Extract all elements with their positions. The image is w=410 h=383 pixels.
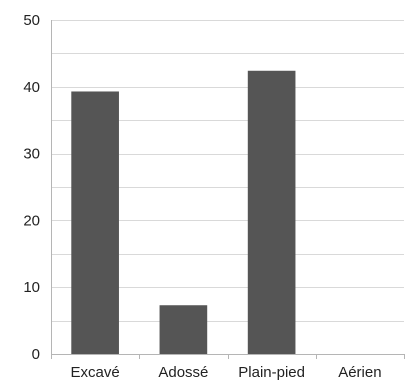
x-category-label: Adossé [158, 364, 208, 381]
y-tick-label: 50 [23, 12, 40, 29]
y-tick-label: 20 [23, 212, 40, 229]
bars [71, 70, 296, 354]
bar-1 [159, 305, 208, 354]
y-tick-label: 40 [23, 79, 40, 96]
bar-0 [71, 91, 119, 354]
bar-2 [247, 70, 296, 354]
y-tick-label: 10 [23, 279, 40, 296]
x-category-labels: Excavé Adossé Plain-pied Aérien [71, 364, 382, 381]
x-category-label: Aérien [338, 364, 381, 381]
y-tick-labels: 0 10 20 30 40 50 [23, 12, 40, 363]
x-category-label: Excavé [71, 364, 120, 381]
y-tick-label: 0 [32, 346, 40, 363]
axes [51, 20, 405, 359]
x-category-label: Plain-pied [238, 364, 305, 381]
y-tick-label: 30 [23, 146, 40, 163]
